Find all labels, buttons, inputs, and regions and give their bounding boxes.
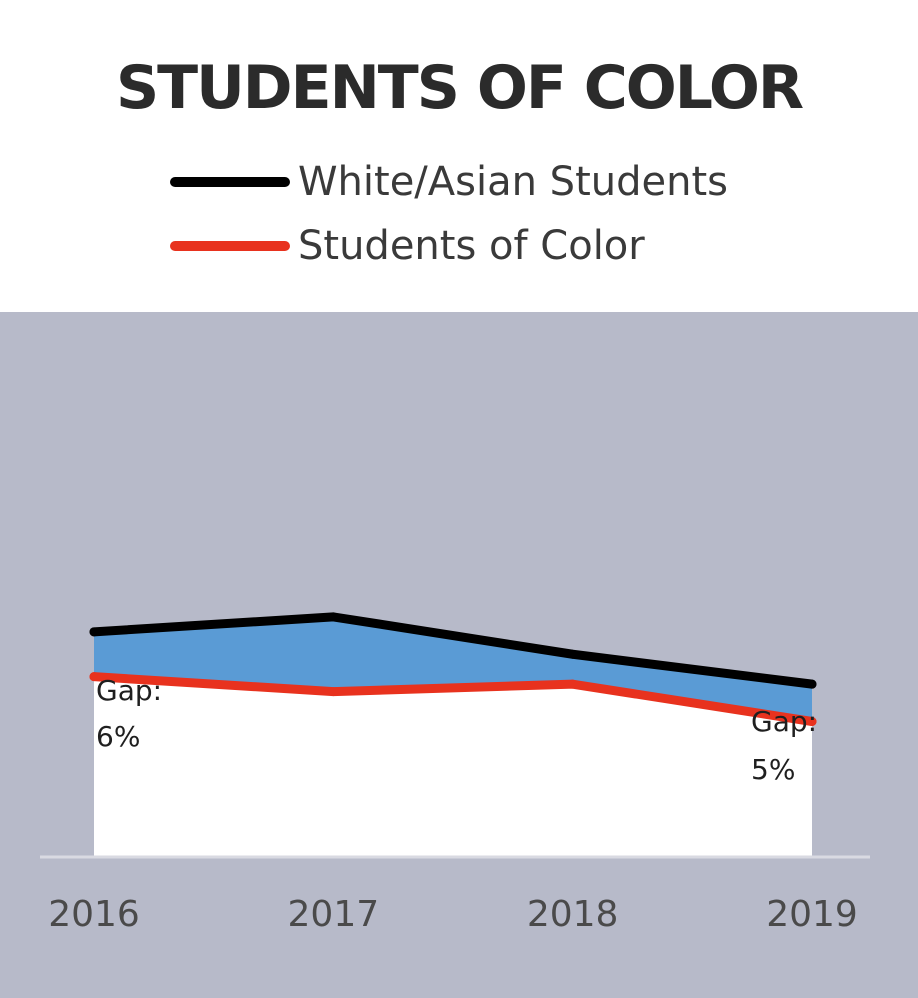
series-line-students-of-color [89,672,817,726]
point-students-of-color-2017 [328,687,338,697]
x-tick-label-2016: 2016 [48,894,140,935]
point-students-of-color-2016 [89,672,99,682]
point-white-asian-2017 [328,612,338,622]
legend-item-white-asian: White/Asian Students [170,152,728,212]
gap-area-fill [94,616,812,722]
x-tick-label-2019: 2019 [766,894,858,935]
under-area-fill [94,676,812,856]
gap-2019-label-line1: Gap: [751,705,817,738]
point-students-of-color-2019 [807,717,817,726]
gap-2016-label-line1: Gap: [96,674,162,707]
point-white-asian-2016 [89,627,99,637]
legend-item-students-of-color: Students of Color [170,216,645,276]
series-line-white-asian [89,612,817,689]
legend-label-white-asian: White/Asian Students [298,159,728,205]
x-tick-label-2017: 2017 [288,894,380,935]
legend-swatch-students-of-color [170,241,290,251]
x-tick-label-2018: 2018 [527,894,619,935]
chart-legend: White/Asian Students Students of Color [170,150,790,280]
point-white-asian-2019 [807,679,817,689]
gap-2016-label-line2: 6% [96,720,140,753]
chart-title: STUDENTS OF COLOR [115,53,804,123]
gap-2019-label-line2: 5% [751,753,795,786]
point-white-asian-2018 [568,649,578,659]
legend-swatch-white-asian [170,177,290,187]
point-students-of-color-2018 [568,679,578,689]
legend-label-students-of-color: Students of Color [298,223,645,269]
